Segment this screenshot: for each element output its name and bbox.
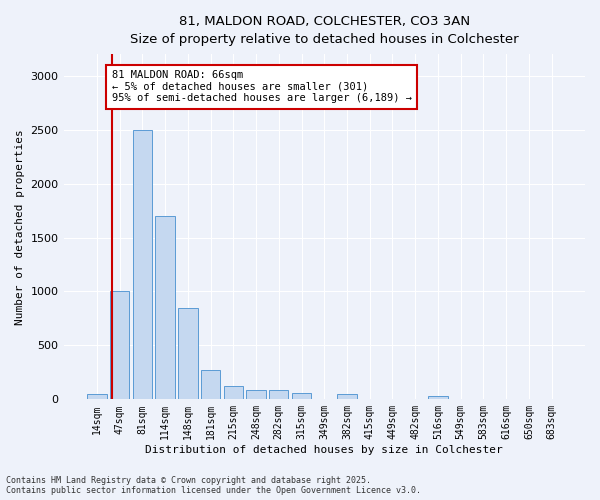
Bar	[496, 399, 516, 400]
Bar	[474, 399, 493, 400]
Bar	[406, 399, 425, 400]
X-axis label: Distribution of detached houses by size in Colchester: Distribution of detached houses by size …	[145, 445, 503, 455]
Bar	[133, 130, 152, 400]
Bar	[519, 399, 539, 400]
Text: 81 MALDON ROAD: 66sqm
← 5% of detached houses are smaller (301)
95% of semi-deta: 81 MALDON ROAD: 66sqm ← 5% of detached h…	[112, 70, 412, 104]
Bar	[224, 386, 243, 400]
Bar	[542, 399, 561, 400]
Bar	[178, 308, 197, 400]
Bar	[247, 390, 266, 400]
Y-axis label: Number of detached properties: Number of detached properties	[15, 129, 25, 324]
Bar	[201, 370, 220, 400]
Title: 81, MALDON ROAD, COLCHESTER, CO3 3AN
Size of property relative to detached house: 81, MALDON ROAD, COLCHESTER, CO3 3AN Siz…	[130, 15, 518, 46]
Bar	[360, 399, 379, 400]
Bar	[292, 394, 311, 400]
Bar	[155, 216, 175, 400]
Bar	[269, 390, 289, 400]
Bar	[87, 394, 107, 400]
Bar	[451, 399, 470, 400]
Bar	[383, 399, 402, 400]
Bar	[337, 394, 356, 400]
Bar	[110, 292, 130, 400]
Text: Contains HM Land Registry data © Crown copyright and database right 2025.
Contai: Contains HM Land Registry data © Crown c…	[6, 476, 421, 495]
Bar	[428, 396, 448, 400]
Bar	[314, 399, 334, 400]
